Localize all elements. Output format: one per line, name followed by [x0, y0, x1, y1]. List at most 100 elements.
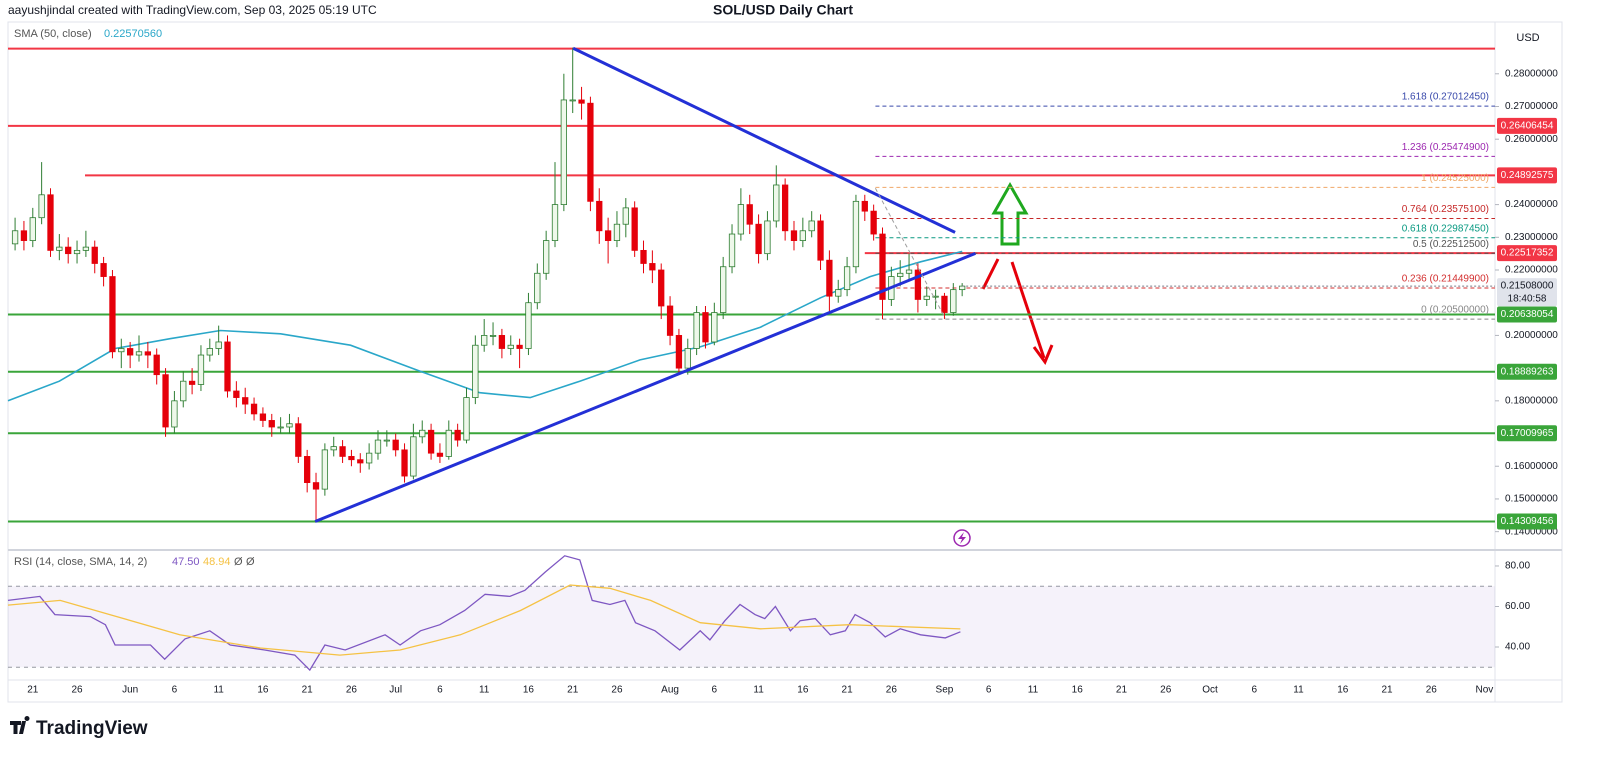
candle-body [135, 351, 143, 356]
x-tick-label: Jun [122, 685, 138, 696]
logo-mark [10, 715, 30, 734]
candle-body [100, 263, 107, 277]
candle-body [781, 184, 789, 232]
candle-body [525, 302, 532, 349]
x-tick-label: 21 [27, 685, 39, 696]
candle-body [578, 99, 585, 104]
fib-label: 0.5 (0.22512500) [1413, 239, 1489, 250]
candle-body [764, 220, 771, 255]
candle-body [755, 223, 762, 255]
x-tick-label: 6 [986, 685, 992, 696]
rsi-band [8, 586, 1495, 668]
trendline [572, 46, 956, 234]
rsi-y-tick-label: 80.00 [1505, 561, 1530, 572]
candle-body [38, 194, 45, 219]
candle-body [622, 207, 629, 225]
up-arrow [991, 181, 1029, 246]
candle-body [215, 341, 222, 349]
fib-label: 0.236 (0.21449900) [1402, 274, 1489, 285]
candle-body [808, 220, 815, 232]
x-tick-label: 11 [213, 685, 224, 696]
candle-body [799, 230, 806, 241]
candle-body [551, 204, 559, 241]
candle-body [675, 335, 683, 369]
price-tag [1497, 363, 1557, 380]
replay-icon[interactable] [953, 529, 971, 547]
rsi-sma-line [7, 584, 961, 656]
candle-body [666, 305, 674, 336]
last-price-tag [1497, 278, 1557, 307]
rsi-value: 47.50 [172, 556, 200, 568]
candle-body [923, 295, 930, 300]
y-tick-label: 0.14000000 [1505, 526, 1558, 537]
candle-body [631, 207, 638, 251]
candle-body [268, 420, 275, 428]
fib-label: 0.764 (0.23575100) [1402, 204, 1489, 215]
candle-body [29, 217, 36, 241]
candle-body [65, 246, 72, 255]
candle-body [348, 456, 355, 461]
candle-body [206, 348, 213, 356]
y-tick-label: 0.24000000 [1505, 199, 1558, 210]
x-tick-label: Jul [389, 685, 402, 696]
candle-body [171, 400, 178, 428]
x-tick-label: Nov [1475, 685, 1493, 696]
candle-body [56, 246, 63, 251]
price-tag [1497, 513, 1557, 530]
price-tag-label: 0.26406454 [1501, 121, 1554, 132]
frame [7, 21, 1563, 703]
rsi-y-tick-label: 40.00 [1505, 642, 1530, 653]
countdown: 18:40:58 [1508, 294, 1547, 305]
candle-body [587, 102, 594, 202]
candle-body [321, 449, 329, 490]
candle-body [861, 200, 868, 212]
candle-body [445, 429, 452, 457]
candle-body [410, 436, 417, 477]
brand: TradingView [36, 718, 148, 739]
price-tag [1497, 425, 1557, 442]
candle-body [304, 456, 311, 483]
candle-body [472, 344, 479, 398]
candle-body [720, 266, 727, 313]
candle-body [47, 194, 54, 251]
candle-body [941, 295, 948, 313]
y-tick-label: 0.18000000 [1505, 395, 1558, 406]
x-tick-label: 26 [1160, 685, 1172, 696]
candle-body [826, 259, 833, 297]
y-tick-label: 0.15000000 [1505, 494, 1558, 505]
x-tick-label: 21 [567, 685, 579, 696]
candle-body [91, 246, 98, 264]
x-tick-label: 16 [797, 685, 809, 696]
x-tick-label: Oct [1202, 685, 1218, 696]
candle-body [118, 348, 125, 353]
x-tick-label: 21 [1381, 685, 1393, 696]
rsi-legend: RSI (14, close, SMA, 14, 2) [14, 556, 147, 568]
candle-body [852, 200, 860, 268]
candle-body [613, 223, 621, 241]
candle-body [543, 240, 550, 274]
candle-body [463, 397, 470, 441]
trendline [874, 188, 946, 319]
candle-body [233, 390, 240, 398]
candle-body [224, 341, 231, 392]
x-tick-label: 6 [172, 685, 178, 696]
candle-body [870, 210, 877, 235]
candle-body [649, 263, 656, 271]
candle-body [197, 354, 205, 385]
candle-body [489, 335, 497, 337]
candle-body [401, 449, 408, 477]
sma-legend: SMA (50, close) [14, 28, 92, 40]
candle-body [365, 452, 373, 464]
x-tick-label: 11 [479, 685, 490, 696]
y-tick-label: 0.22000000 [1505, 265, 1558, 276]
x-tick-label: 16 [1072, 685, 1084, 696]
candle-body [312, 482, 320, 490]
x-tick-label: 11 [753, 685, 764, 696]
x-tick-label: 16 [1337, 685, 1349, 696]
candle-body [560, 99, 567, 206]
candle-body [250, 403, 258, 415]
candle-body [728, 233, 736, 268]
last-price-label: 0.21508000 [1501, 281, 1554, 292]
